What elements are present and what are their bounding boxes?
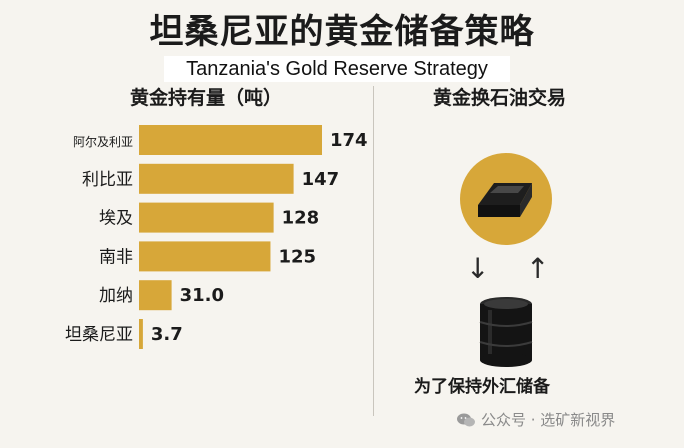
category-label: 南非	[99, 247, 133, 267]
footer-watermark: 公众号 · 选矿新视界	[456, 409, 615, 430]
bar-3	[139, 241, 271, 272]
chart-heading: 黄金持有量（吨）	[130, 87, 283, 109]
divider	[373, 86, 374, 416]
bar-2	[139, 202, 274, 233]
bar-4	[139, 280, 172, 311]
value-label: 128	[282, 208, 320, 229]
side-heading: 黄金换石油交易	[433, 87, 567, 109]
wechat-icon	[457, 413, 475, 426]
bar-0	[139, 125, 322, 155]
gold-circle-background	[460, 153, 552, 245]
category-label: 埃及	[99, 209, 133, 229]
oil-barrel-icon	[478, 296, 534, 372]
arrow-down-icon: ↓	[466, 252, 490, 285]
bar-5	[139, 319, 143, 349]
category-label: 坦桑尼亚	[65, 325, 133, 345]
gold-holdings-bar-chart: 阿尔及利亚 174 利比亚 147 埃及 128 南非 125 加纳 31.0 坦桑尼亚 3.7	[65, 125, 368, 349]
value-label: 174	[330, 130, 368, 151]
value-label: 31.0	[180, 285, 224, 306]
arrow-up-icon: ↑	[526, 252, 550, 285]
category-label: 加纳	[99, 286, 133, 306]
barrel-caption: 为了保持外汇储备	[414, 377, 550, 397]
value-label: 147	[302, 169, 340, 190]
english-subtitle: Tanzania's Gold Reserve Strategy	[164, 56, 510, 82]
value-label: 3.7	[151, 324, 183, 345]
main-title: 坦桑尼亚的黄金储备策略	[149, 12, 535, 52]
category-label: 利比亚	[82, 170, 133, 190]
value-label: 125	[278, 246, 316, 267]
footer-text: 公众号 · 选矿新视界	[481, 411, 616, 429]
gold-bar-icon	[478, 183, 532, 217]
category-label: 阿尔及利亚	[73, 134, 133, 149]
bar-1	[139, 163, 294, 194]
